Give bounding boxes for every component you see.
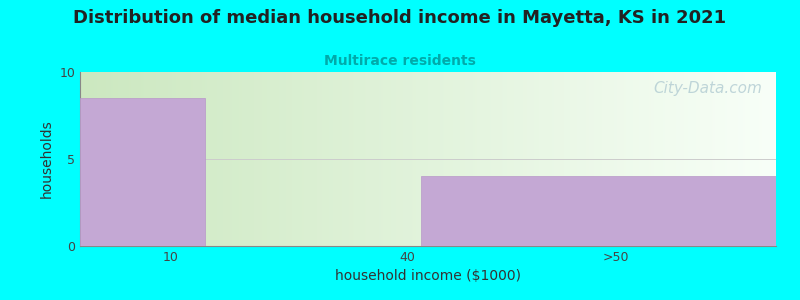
Bar [80, 98, 206, 246]
Text: City-Data.com: City-Data.com [654, 81, 762, 96]
Text: Distribution of median household income in Mayetta, KS in 2021: Distribution of median household income … [74, 9, 726, 27]
X-axis label: household income ($1000): household income ($1000) [335, 269, 521, 284]
Text: Multirace residents: Multirace residents [324, 54, 476, 68]
Bar [421, 176, 776, 246]
Y-axis label: households: households [40, 120, 54, 198]
